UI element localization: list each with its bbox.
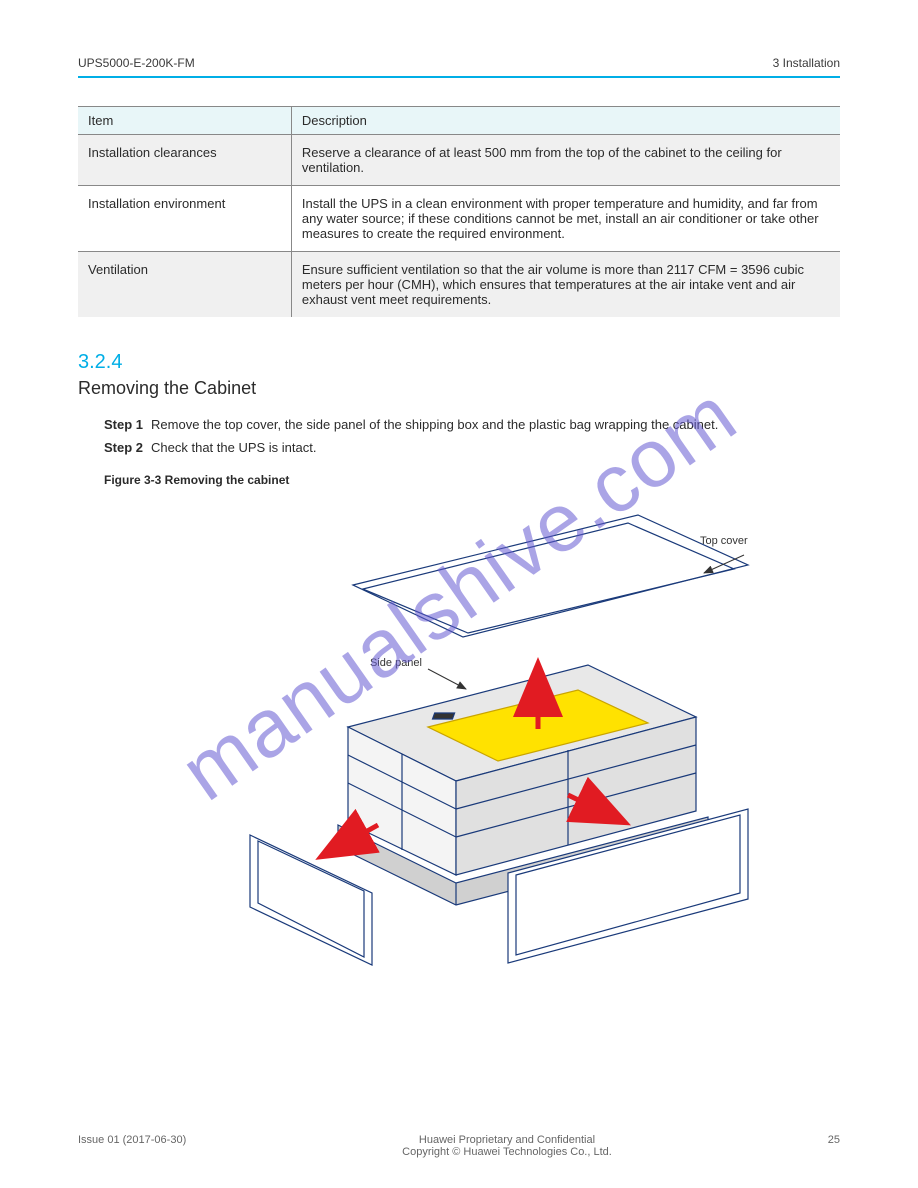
cell-desc: Install the UPS in a clean environment w… (291, 186, 840, 252)
step-text: Check that the UPS is intact. (151, 440, 316, 455)
cell-item: Installation environment (78, 186, 291, 252)
section-title: Removing the Cabinet (78, 378, 840, 399)
label-top-cover: Top cover (700, 535, 748, 547)
footer-left: Issue 01 (2017-06-30) (78, 1134, 186, 1158)
header-rule (78, 76, 840, 78)
cell-item: Ventilation (78, 252, 291, 318)
figure-label: Figure 3-3 Removing the cabinet (104, 473, 840, 487)
label-side-panel: Side panel (370, 657, 422, 669)
step-2: Step 2 Check that the UPS is intact. (104, 440, 840, 455)
cell-desc: Reserve a clearance of at least 500 mm f… (291, 135, 840, 186)
page-header: UPS5000-E-200K-FM 3 Installation (78, 56, 840, 70)
cell-desc: Ensure sufficient ventilation so that th… (291, 252, 840, 318)
footer-center: Huawei Proprietary and Confidential Copy… (402, 1134, 612, 1158)
diagram: Top cover Side panel (208, 495, 768, 975)
header-right: 3 Installation (773, 56, 840, 70)
step-label: Step 1 (104, 417, 143, 432)
step-label: Step 2 (104, 440, 143, 455)
step-1: Step 1 Remove the top cover, the side pan… (104, 417, 840, 432)
header-left: UPS5000-E-200K-FM (78, 56, 195, 70)
footer-right: 25 (828, 1134, 840, 1158)
section-number: 3.2.4 (78, 351, 840, 374)
col-desc: Description (291, 107, 840, 135)
cell-item: Installation clearances (78, 135, 291, 186)
table-row: Ventilation Ensure sufficient ventilatio… (78, 252, 840, 318)
col-item: Item (78, 107, 291, 135)
spec-table: Item Description Installation clearances… (78, 106, 840, 317)
page-footer: Issue 01 (2017-06-30) Huawei Proprietary… (78, 1134, 840, 1158)
table-row: Installation clearances Reserve a cleara… (78, 135, 840, 186)
step-text: Remove the top cover, the side panel of … (151, 417, 718, 432)
table-row: Installation environment Install the UPS… (78, 186, 840, 252)
